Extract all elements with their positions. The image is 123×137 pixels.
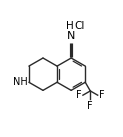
Text: H: H bbox=[66, 22, 74, 32]
Text: F: F bbox=[99, 90, 104, 100]
Text: Cl: Cl bbox=[74, 22, 85, 32]
Text: F: F bbox=[87, 101, 93, 111]
Text: F: F bbox=[76, 90, 82, 100]
Text: N: N bbox=[67, 32, 75, 42]
Text: NH: NH bbox=[13, 77, 27, 87]
